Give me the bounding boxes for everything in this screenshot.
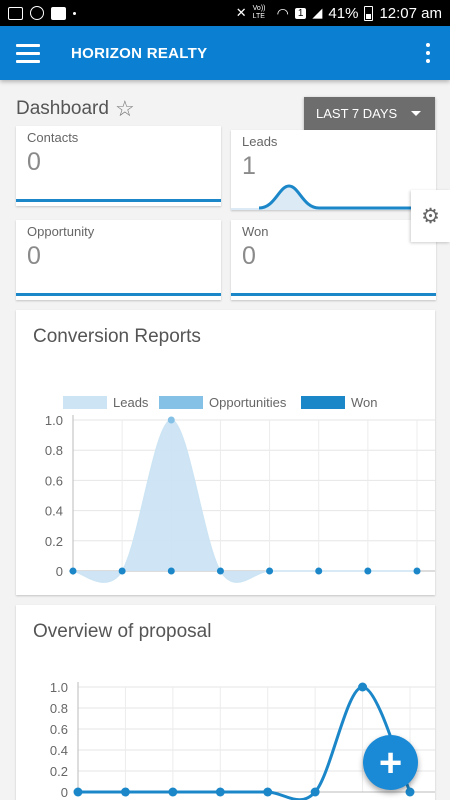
date-range-label: LAST 7 DAYS bbox=[316, 106, 398, 121]
more-vert-icon[interactable] bbox=[406, 26, 450, 80]
stat-value: 0 bbox=[27, 148, 41, 176]
series-line-proposal bbox=[77, 685, 412, 800]
legend-swatch bbox=[301, 396, 345, 409]
series-line-leads bbox=[72, 419, 417, 583]
data-point-proposal bbox=[168, 787, 178, 797]
status-bar: ✕ Vo)) LTE ◠ 1 ◢ 41% 12:07 am bbox=[0, 0, 450, 26]
legend-label: Leads bbox=[113, 395, 149, 410]
star-outline-icon[interactable]: ☆ bbox=[114, 96, 135, 121]
y-tick-label: 0.8 bbox=[50, 701, 68, 716]
proposal-chart: 1.0 0.8 0.6 0.4 0.2 0 bbox=[50, 680, 435, 800]
data-point-proposal bbox=[405, 787, 415, 797]
data-point-leads bbox=[167, 416, 175, 424]
stat-label: Leads bbox=[242, 134, 278, 149]
card-title: Overview of proposal bbox=[33, 621, 212, 642]
data-point-proposal bbox=[310, 787, 320, 797]
y-tick-label: 0.4 bbox=[50, 743, 68, 758]
stat-bar bbox=[16, 199, 221, 202]
y-tick-label: 0.2 bbox=[50, 764, 68, 779]
whatsapp-icon bbox=[30, 6, 44, 20]
sim-icon: 1 bbox=[294, 7, 307, 19]
stat-card-leads[interactable]: Leads 1 bbox=[231, 130, 436, 210]
stat-value: 0 bbox=[27, 242, 41, 270]
stat-label: Contacts bbox=[27, 130, 79, 145]
data-point-won bbox=[364, 567, 372, 575]
stat-bar bbox=[16, 293, 221, 296]
signal-icon: ◢ bbox=[312, 5, 323, 20]
legend-swatch bbox=[159, 396, 203, 409]
stat-bar bbox=[231, 293, 436, 296]
y-tick-label: 1.0 bbox=[45, 413, 63, 428]
dot-icon bbox=[73, 11, 76, 15]
data-point-won bbox=[118, 567, 126, 575]
data-point-won bbox=[413, 567, 421, 575]
data-point-proposal bbox=[263, 787, 273, 797]
y-tick-label: 0 bbox=[56, 564, 63, 579]
series-area-leads bbox=[73, 420, 417, 583]
data-point-won bbox=[216, 567, 224, 575]
volte-icon: Vo)) LTE bbox=[252, 5, 266, 20]
page-title: Dashboard bbox=[16, 98, 109, 119]
data-point-proposal bbox=[215, 787, 225, 797]
stat-label: Won bbox=[242, 224, 269, 239]
data-point-proposal bbox=[120, 787, 130, 797]
mute-icon: ✕ bbox=[235, 5, 247, 20]
data-point-won bbox=[69, 567, 77, 575]
add-button[interactable]: + bbox=[363, 735, 418, 790]
stat-card-opportunity[interactable]: Opportunity 0 bbox=[16, 220, 221, 300]
legend-label: Won bbox=[351, 395, 378, 410]
app-title: HORIZON REALTY bbox=[71, 44, 208, 62]
laptop-icon bbox=[8, 6, 23, 20]
wifi-icon: ◠ bbox=[276, 4, 289, 21]
y-tick-label: 0 bbox=[61, 785, 68, 800]
stat-value: 0 bbox=[242, 242, 256, 270]
battery-level: 41% bbox=[328, 4, 359, 22]
gear-icon[interactable]: ⚙ bbox=[411, 190, 450, 242]
data-point-proposal bbox=[358, 682, 368, 692]
app-bar: HORIZON REALTY bbox=[0, 26, 450, 80]
legend-swatch bbox=[63, 396, 107, 409]
data-point-won bbox=[167, 567, 175, 575]
plus-icon: + bbox=[378, 740, 403, 785]
stat-value: 1 bbox=[242, 152, 256, 180]
clock: 12:07 am bbox=[379, 4, 442, 22]
legend-label: Opportunities bbox=[209, 395, 287, 410]
y-tick-label: 1.0 bbox=[50, 680, 68, 695]
battery-icon bbox=[364, 5, 374, 21]
caret-down-icon bbox=[411, 111, 421, 116]
card-title: Conversion Reports bbox=[33, 326, 201, 347]
leads-sparkline bbox=[231, 184, 436, 210]
conversion-reports-card: Conversion Reports Leads Opportunities Won… bbox=[16, 310, 435, 595]
y-tick-label: 0.2 bbox=[45, 534, 63, 549]
stat-card-contacts[interactable]: Contacts 0 bbox=[16, 126, 221, 206]
data-point-won bbox=[266, 567, 274, 575]
data-point-proposal bbox=[73, 787, 83, 797]
facebook-icon bbox=[51, 6, 66, 20]
y-tick-label: 0.6 bbox=[50, 722, 68, 737]
y-tick-label: 0.6 bbox=[45, 473, 63, 488]
y-tick-label: 0.4 bbox=[45, 504, 63, 519]
stat-card-won[interactable]: Won 0 bbox=[231, 220, 436, 300]
conversion-chart: Leads Opportunities Won 1.0 0.8 0.6 0.4 0.2 0 bbox=[45, 395, 435, 583]
y-tick-label: 0.8 bbox=[45, 443, 63, 458]
page-title-row: Dashboard ☆ bbox=[16, 98, 135, 120]
date-range-dropdown[interactable]: LAST 7 DAYS bbox=[304, 97, 435, 130]
menu-icon[interactable] bbox=[0, 26, 56, 80]
data-point-won bbox=[315, 567, 323, 575]
stat-label: Opportunity bbox=[27, 224, 95, 239]
